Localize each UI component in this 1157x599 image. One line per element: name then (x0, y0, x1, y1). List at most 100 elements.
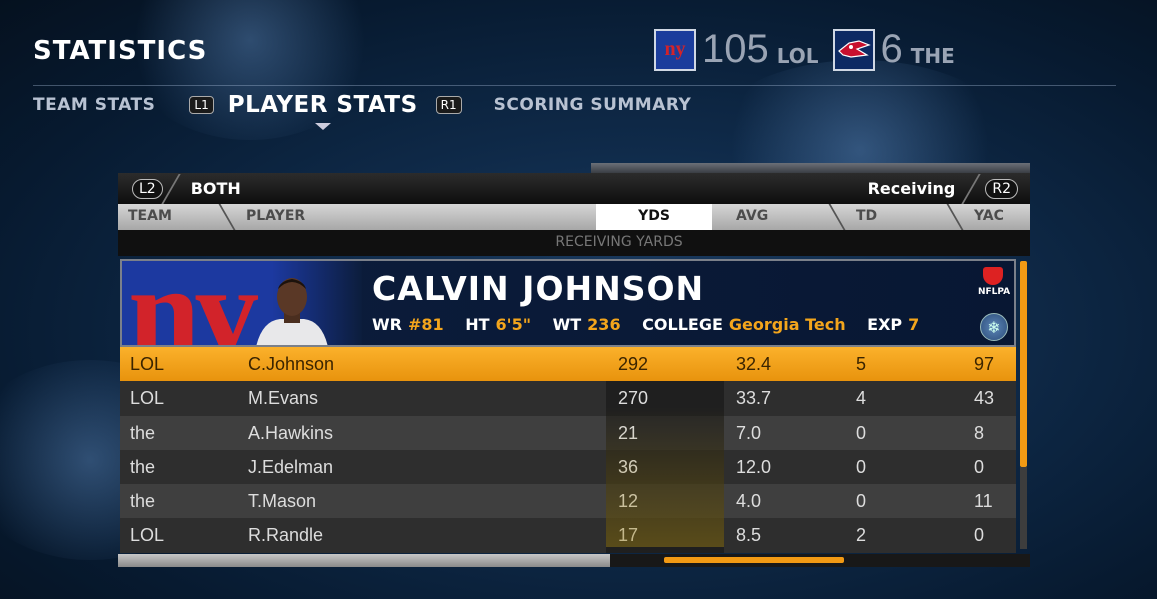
page-title: STATISTICS (33, 36, 208, 66)
position-label: WR (372, 315, 402, 334)
table-row[interactable]: the J.Edelman 36 12.0 0 0 (120, 449, 1016, 485)
cell-yac: 8 (974, 422, 985, 443)
cell-td: 4 (856, 388, 867, 409)
cell-yac: 0 (974, 525, 985, 546)
cell-avg: 32.4 (736, 354, 772, 374)
col-team[interactable]: TEAM (128, 208, 172, 224)
cell-player: R.Randle (248, 525, 324, 546)
cell-td: 0 (856, 422, 867, 443)
cell-yac: 11 (974, 491, 993, 512)
team-logo-banner-text: ny (128, 261, 259, 347)
stadium-light (120, 0, 380, 140)
player-headshot-icon (256, 278, 328, 345)
cell-avg: 8.5 (736, 525, 762, 546)
table-row[interactable]: LOL R.Randle 17 8.5 2 0 (120, 518, 1016, 553)
cell-team: LOL (130, 388, 165, 409)
col-td[interactable]: TD (856, 208, 878, 224)
l1-button-icon[interactable]: L1 (189, 96, 214, 114)
stats-table: LOL C.Johnson 292 32.4 5 97 LOL M.Evans … (120, 347, 1016, 553)
cell-yds: 36 (618, 456, 639, 477)
giants-logo-icon: ny (654, 28, 696, 71)
cell-team: the (130, 491, 156, 512)
cell-td: 5 (856, 354, 867, 374)
weight-value: 236 (587, 315, 621, 334)
college-label: COLLEGE (642, 315, 723, 334)
cell-yac: 97 (974, 354, 995, 374)
height-label: HT (465, 315, 490, 334)
sort-label-bar: RECEIVING YARDS (118, 230, 1030, 256)
height-value: 6'5" (495, 315, 532, 334)
table-row[interactable]: LOL C.Johnson 292 32.4 5 97 (120, 347, 1016, 382)
table-row[interactable]: the T.Mason 12 4.0 0 11 (120, 484, 1016, 519)
college-value: Georgia Tech (728, 315, 846, 334)
category-filter[interactable]: Receiving (867, 179, 956, 198)
r2-button-icon[interactable]: R2 (985, 178, 1018, 199)
divider (828, 204, 846, 230)
cell-player: A.Hawkins (248, 422, 334, 443)
cell-yds: 17 (618, 525, 639, 546)
player-info: WR #81 HT 6'5" WT 236 COLLEGE Georgia Tech E… (372, 315, 935, 334)
stats-tabs: TEAM STATS L1 PLAYER STATS R1 SCORING SU… (33, 92, 692, 130)
home-score: 105 (702, 27, 769, 71)
divider (946, 204, 964, 230)
cell-td: 0 (856, 491, 867, 512)
panel-bottom-trim (118, 554, 1030, 567)
cell-team: the (130, 422, 156, 443)
header-divider (33, 85, 1116, 86)
patriots-logo-icon (832, 28, 875, 71)
nflpa-label: NFLPA (978, 287, 1011, 297)
home-team-abbr: LOL (776, 43, 819, 68)
col-avg[interactable]: AVG (736, 208, 769, 224)
cell-yds: 21 (618, 422, 639, 443)
cell-yac: 43 (974, 388, 995, 409)
divider (218, 204, 236, 230)
l2-button-icon[interactable]: L2 (132, 178, 163, 199)
cell-player: T.Mason (248, 491, 317, 512)
table-row[interactable]: the A.Hawkins 21 7.0 0 8 (120, 415, 1016, 450)
cell-player: J.Edelman (248, 456, 334, 477)
table-row[interactable]: LOL M.Evans 270 33.7 4 43 (120, 381, 1016, 416)
nflpa-logo-icon: NFLPA (978, 267, 1011, 297)
tab-player-stats[interactable]: PLAYER STATS (227, 92, 418, 130)
away-team-abbr: THE (910, 43, 955, 68)
cell-team: LOL (130, 525, 165, 546)
sort-label: RECEIVING YARDS (555, 234, 683, 250)
col-yac[interactable]: YAC (974, 208, 1004, 224)
scrollbar-track[interactable] (1020, 467, 1027, 549)
cell-team: LOL (130, 354, 165, 374)
cell-team: the (130, 456, 156, 477)
horizontal-scrollbar[interactable] (664, 557, 844, 563)
cell-yds: 292 (618, 354, 649, 374)
cell-yds: 12 (618, 491, 639, 512)
scoreboard: ny 105 LOL 6 THE (654, 27, 969, 72)
cell-avg: 4.0 (736, 491, 762, 512)
player-stats-panel: L2 BOTH Receiving R2 TEAM PLAYER YDS AVG… (118, 163, 1030, 567)
column-header: TEAM PLAYER YDS AVG TD YAC (118, 204, 1030, 230)
col-yds[interactable]: YDS (596, 204, 712, 230)
jersey-number: #81 (407, 315, 444, 334)
tab-team-stats[interactable]: TEAM STATS (33, 95, 156, 115)
cell-td: 2 (856, 525, 867, 546)
cell-avg: 7.0 (736, 422, 762, 443)
r1-button-icon[interactable]: R1 (435, 96, 462, 114)
snowflake-badge-icon: ❄ (980, 313, 1008, 341)
col-player[interactable]: PLAYER (246, 208, 306, 224)
filter-bar: L2 BOTH Receiving R2 (118, 173, 1030, 204)
player-name: CALVIN JOHNSON (372, 269, 705, 308)
vertical-scrollbar[interactable] (1020, 261, 1027, 467)
cell-td: 0 (856, 456, 867, 477)
panel-top-trim (591, 163, 1030, 173)
cell-yac: 0 (974, 456, 985, 477)
player-card: ny CALVIN JOHNSON WR #81 HT 6'5" WT 236 COL… (120, 259, 1016, 347)
cell-avg: 33.7 (736, 388, 772, 409)
cell-player: C.Johnson (248, 354, 335, 374)
cell-yds: 270 (618, 388, 649, 409)
experience-label: EXP (867, 315, 903, 334)
team-filter[interactable]: BOTH (190, 179, 241, 198)
cell-player: M.Evans (248, 388, 319, 409)
away-score: 6 (880, 27, 903, 71)
cell-avg: 12.0 (736, 456, 772, 477)
home-logo-text: ny (664, 38, 686, 60)
weight-label: WT (552, 315, 582, 334)
tab-scoring-summary[interactable]: SCORING SUMMARY (493, 95, 692, 115)
